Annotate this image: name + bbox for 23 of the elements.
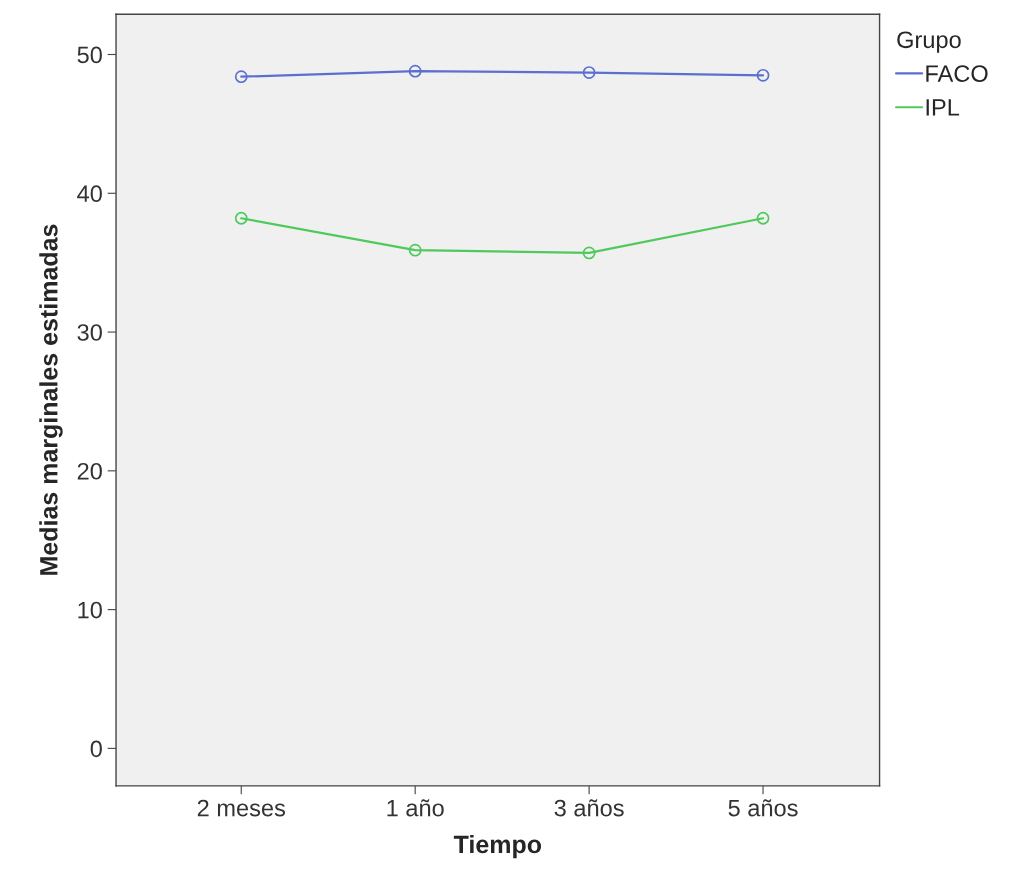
x-tick-label: 3 años [554, 799, 624, 817]
y-axis-title: Medias marginales estimadas [39, 224, 63, 575]
y-tick-label: 50 [77, 46, 102, 64]
x-tick-label: 2 meses [197, 799, 286, 817]
point [756, 211, 770, 225]
y-tick-label: 10 [78, 601, 102, 619]
x-tick-label: 5 años [728, 799, 798, 817]
point [582, 66, 596, 79]
y-tick-label: 0 [90, 740, 102, 758]
point [408, 243, 422, 257]
y-tick-label: 30 [77, 324, 102, 341]
point [234, 211, 248, 225]
legend-label: IPL [926, 99, 960, 116]
y-tick-label: 20 [77, 462, 102, 480]
point [408, 64, 422, 78]
x-axis-title: Tiempo [453, 834, 542, 859]
legend-title: Grupo [897, 31, 961, 53]
legend-label: FACO [926, 65, 988, 82]
point [582, 246, 596, 260]
point [756, 68, 770, 82]
y-tick-label: 40 [77, 185, 102, 203]
x-tick-label: 1 año [387, 799, 444, 817]
point [234, 70, 248, 84]
